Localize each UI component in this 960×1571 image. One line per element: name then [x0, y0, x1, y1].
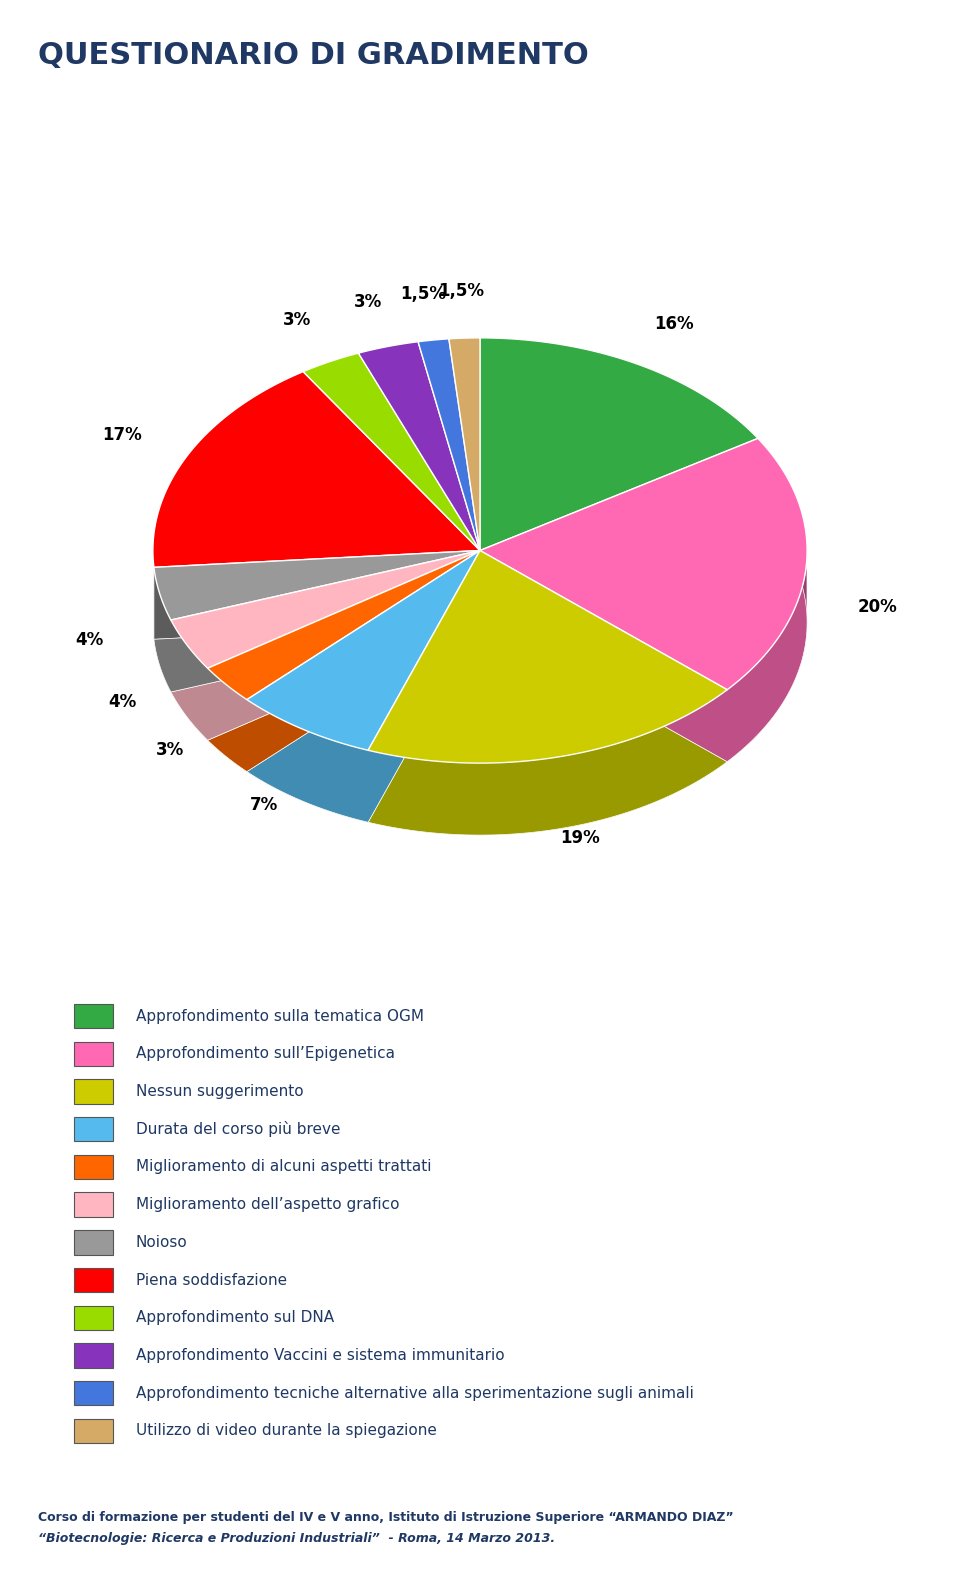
Text: 19%: 19% — [561, 828, 600, 847]
Polygon shape — [207, 668, 247, 771]
Polygon shape — [153, 372, 480, 567]
Text: Corso di formazione per studenti del IV e V anno, Istituto di Istruzione Superio: Corso di formazione per studenti del IV … — [38, 1511, 734, 1524]
FancyBboxPatch shape — [74, 1230, 113, 1255]
Polygon shape — [368, 622, 728, 836]
Text: 3%: 3% — [283, 311, 311, 328]
Polygon shape — [480, 550, 728, 762]
Polygon shape — [368, 550, 480, 822]
Polygon shape — [368, 550, 728, 764]
Polygon shape — [154, 567, 171, 691]
FancyBboxPatch shape — [74, 1079, 113, 1104]
Polygon shape — [247, 550, 480, 771]
Polygon shape — [480, 438, 807, 690]
Polygon shape — [154, 550, 480, 621]
Text: 3%: 3% — [353, 292, 382, 311]
Polygon shape — [419, 339, 480, 550]
Polygon shape — [247, 699, 368, 822]
Polygon shape — [171, 550, 480, 691]
Polygon shape — [480, 511, 807, 762]
Text: 11: 11 — [871, 1513, 905, 1538]
Text: Approfondimento tecniche alternative alla sperimentazione sugli animali: Approfondimento tecniche alternative all… — [135, 1386, 693, 1401]
FancyBboxPatch shape — [74, 1042, 113, 1067]
Polygon shape — [303, 353, 480, 550]
FancyBboxPatch shape — [74, 1343, 113, 1368]
Text: QUESTIONARIO DI GRADIMENTO: QUESTIONARIO DI GRADIMENTO — [38, 41, 589, 69]
FancyBboxPatch shape — [74, 1381, 113, 1406]
Polygon shape — [154, 622, 480, 691]
FancyBboxPatch shape — [74, 1155, 113, 1180]
Text: 20%: 20% — [858, 599, 898, 616]
Text: Piena soddisfazione: Piena soddisfazione — [135, 1273, 287, 1288]
Polygon shape — [171, 550, 480, 691]
Polygon shape — [154, 550, 480, 639]
Text: “Biotecnologie: Ricerca e Produzioni Industriali”  - Roma, 14 Marzo 2013.: “Biotecnologie: Ricerca e Produzioni Ind… — [38, 1532, 556, 1544]
Polygon shape — [247, 622, 480, 822]
Polygon shape — [207, 550, 480, 740]
Polygon shape — [171, 550, 480, 668]
Text: Utilizzo di video durante la spiegazione: Utilizzo di video durante la spiegazione — [135, 1423, 437, 1439]
FancyBboxPatch shape — [74, 1004, 113, 1029]
Text: Noioso: Noioso — [135, 1235, 187, 1251]
Text: Approfondimento sulla tematica OGM: Approfondimento sulla tematica OGM — [135, 1009, 423, 1024]
Polygon shape — [171, 622, 480, 740]
Text: 17%: 17% — [103, 426, 142, 445]
FancyBboxPatch shape — [74, 1192, 113, 1218]
Text: 1,5%: 1,5% — [438, 283, 484, 300]
FancyBboxPatch shape — [74, 1306, 113, 1331]
Polygon shape — [480, 550, 728, 762]
Polygon shape — [449, 338, 480, 550]
Polygon shape — [480, 338, 758, 550]
Text: 4%: 4% — [75, 630, 104, 649]
Polygon shape — [171, 621, 207, 740]
Polygon shape — [207, 622, 480, 771]
Text: Approfondimento Vaccini e sistema immunitario: Approfondimento Vaccini e sistema immuni… — [135, 1348, 504, 1364]
Text: Durata del corso più breve: Durata del corso più breve — [135, 1122, 340, 1137]
Text: Nessun suggerimento: Nessun suggerimento — [135, 1084, 303, 1100]
Text: Miglioramento di alcuni aspetti trattati: Miglioramento di alcuni aspetti trattati — [135, 1159, 431, 1175]
Text: 3%: 3% — [156, 742, 184, 759]
Polygon shape — [358, 342, 480, 550]
Polygon shape — [247, 550, 480, 751]
FancyBboxPatch shape — [74, 1419, 113, 1444]
Polygon shape — [728, 556, 807, 762]
FancyBboxPatch shape — [74, 1268, 113, 1293]
Polygon shape — [207, 550, 480, 699]
Text: Approfondimento sull’Epigenetica: Approfondimento sull’Epigenetica — [135, 1046, 395, 1062]
Polygon shape — [207, 550, 480, 740]
Text: 7%: 7% — [251, 795, 278, 814]
Text: 16%: 16% — [654, 314, 694, 333]
Polygon shape — [247, 550, 480, 771]
Polygon shape — [368, 550, 480, 822]
Text: Miglioramento dell’aspetto grafico: Miglioramento dell’aspetto grafico — [135, 1197, 399, 1213]
FancyBboxPatch shape — [74, 1117, 113, 1142]
Text: 4%: 4% — [108, 693, 136, 710]
Text: Approfondimento sul DNA: Approfondimento sul DNA — [135, 1310, 334, 1326]
Polygon shape — [368, 690, 728, 836]
Text: 1,5%: 1,5% — [400, 284, 446, 303]
